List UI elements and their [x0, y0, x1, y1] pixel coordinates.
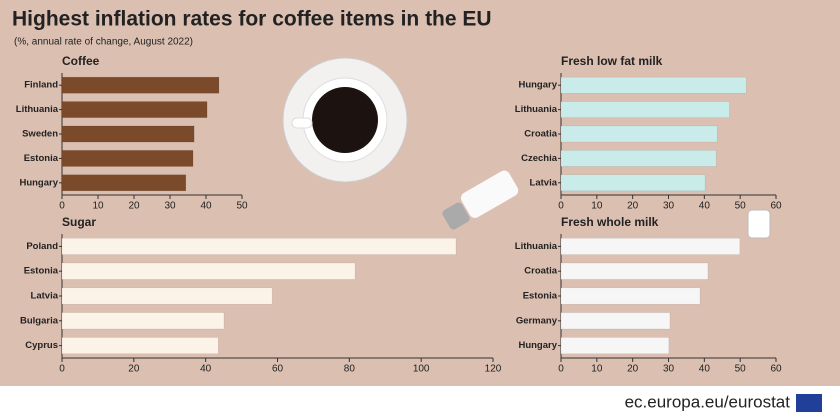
x-tick-label: 50: [735, 201, 747, 212]
x-tick-label: 30: [663, 364, 675, 375]
x-tick-label: 20: [128, 364, 140, 375]
x-tick-label: 40: [200, 201, 212, 212]
x-tick-label: 0: [558, 364, 564, 375]
bar: [560, 312, 671, 330]
bar: [61, 150, 194, 167]
bar: [61, 76, 220, 94]
x-tick-label: 20: [627, 364, 639, 375]
x-tick-label: 10: [591, 364, 603, 375]
x-tick-label: 10: [92, 201, 104, 212]
y-tick-label: Poland: [26, 241, 58, 252]
x-tick-label: 50: [735, 364, 747, 375]
bar: [560, 125, 718, 143]
coffee-cup: [282, 57, 408, 183]
y-tick-label: Hungary: [518, 340, 557, 351]
bar: [61, 237, 457, 255]
bar: [560, 76, 747, 94]
chart-title: Fresh low fat milk: [561, 54, 663, 68]
x-tick-label: 0: [59, 201, 65, 212]
y-tick-label: Estonia: [24, 153, 59, 164]
bar: [560, 337, 670, 355]
bar: [560, 150, 717, 167]
bar: [560, 237, 741, 255]
y-tick-label: Bulgaria: [20, 315, 59, 326]
sugar-shaker: [442, 170, 519, 230]
source: ec.europa.eu/eurostat: [625, 392, 791, 411]
y-tick-label: Lithuania: [515, 241, 558, 252]
x-tick-label: 40: [699, 364, 711, 375]
x-tick-label: 100: [413, 364, 430, 375]
x-tick-label: 0: [59, 364, 65, 375]
y-tick-label: Croatia: [524, 266, 557, 277]
y-tick-label: Lithuania: [16, 104, 59, 115]
y-tick-label: Lithuania: [515, 104, 558, 115]
chart-title: Fresh whole milk: [561, 215, 659, 229]
y-tick-label: Sweden: [22, 129, 58, 140]
x-tick-label: 80: [344, 364, 356, 375]
x-tick-label: 30: [164, 201, 176, 212]
footer-band: [0, 386, 840, 420]
y-tick-label: Germany: [516, 315, 558, 326]
bar: [560, 262, 709, 280]
x-tick-label: 40: [699, 201, 711, 212]
y-tick-label: Finland: [24, 80, 58, 91]
eu-flag: [796, 394, 822, 412]
x-tick-label: 60: [770, 364, 782, 375]
y-tick-label: Cyprus: [25, 340, 58, 351]
page-title: Highest inflation rates for coffee items…: [12, 8, 492, 31]
y-tick-label: Estonia: [24, 266, 59, 277]
bar: [61, 287, 273, 305]
bar: [61, 337, 219, 355]
x-tick-label: 60: [770, 201, 782, 212]
chart-title: Sugar: [62, 215, 96, 229]
x-tick-label: 30: [663, 201, 675, 212]
y-tick-label: Hungary: [518, 80, 557, 91]
x-tick-label: 20: [627, 201, 639, 212]
y-tick-label: Czechia: [521, 153, 558, 164]
x-tick-label: 50: [236, 201, 248, 212]
x-tick-label: 0: [558, 201, 564, 212]
chart-title: Coffee: [62, 54, 100, 68]
y-tick-label: Hungary: [19, 177, 58, 188]
y-tick-label: Estonia: [523, 291, 558, 302]
bar: [560, 101, 730, 118]
bar: [61, 312, 225, 330]
bar: [61, 125, 195, 143]
x-tick-label: 60: [272, 364, 284, 375]
y-tick-label: Latvia: [530, 177, 558, 188]
x-tick-label: 10: [591, 201, 603, 212]
bar: [560, 287, 701, 305]
y-tick-label: Croatia: [524, 129, 557, 140]
x-tick-label: 40: [200, 364, 212, 375]
milk-jug: [747, 209, 771, 239]
bar: [560, 174, 706, 192]
x-tick-label: 20: [128, 201, 140, 212]
x-tick-label: 120: [485, 364, 502, 375]
bar: [61, 101, 208, 118]
y-tick-label: Latvia: [31, 291, 59, 302]
page-subtitle: (%, annual rate of change, August 2022): [14, 37, 193, 48]
bar: [61, 174, 187, 192]
bar: [61, 262, 356, 280]
